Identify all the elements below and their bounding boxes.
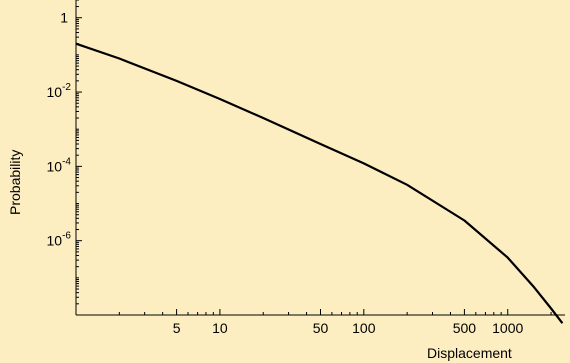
y-tick-label: 10-6 <box>47 231 72 249</box>
x-tick-label: 500 <box>453 320 477 336</box>
y-tick-label: 10-2 <box>47 82 72 100</box>
series-layer <box>75 42 564 324</box>
y-tick-label: 10-4 <box>47 156 72 174</box>
y-ticks: 1 10-2 10-4 10-6 <box>47 0 82 316</box>
x-tick-label: 1000 <box>492 320 523 336</box>
y-tick-label: 1 <box>60 10 68 26</box>
y-axis-label: Probability <box>7 150 23 215</box>
series-line <box>75 42 564 324</box>
x-tick-label: 10 <box>212 320 228 336</box>
x-ticks: 5 10 50 100 500 1000 <box>75 309 552 336</box>
axes <box>75 0 565 316</box>
x-tick-label: 50 <box>313 320 329 336</box>
x-tick-label: 5 <box>173 320 181 336</box>
x-tick-label: 100 <box>352 320 376 336</box>
x-axis-label: Displacement <box>427 345 512 361</box>
